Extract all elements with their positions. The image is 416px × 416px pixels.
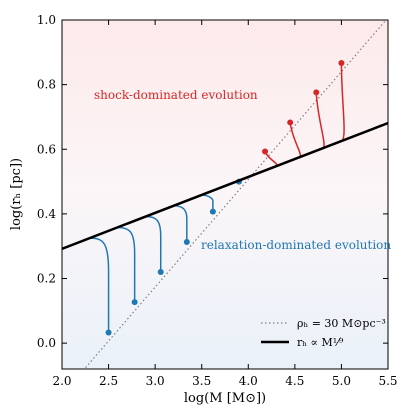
legend: ρₕ = 30 M⊙pc⁻³ rₕ ∝ M¹⁄⁹ (261, 317, 386, 349)
x-tick-label: 3.5 (192, 374, 211, 388)
y-tick-label: 0.0 (37, 336, 56, 350)
x-tick-label: 5.5 (378, 374, 397, 388)
y-axis-label: log(rₕ [pc]) (9, 158, 24, 230)
shock-end-point (338, 59, 345, 66)
relaxation-track (89, 237, 110, 333)
y-tick-label: 0.4 (37, 207, 56, 221)
x-tick-label: 4.5 (285, 374, 304, 388)
shock-end-point (262, 148, 269, 155)
legend-label-scaling: rₕ ∝ M¹⁄⁹ (297, 336, 344, 349)
y-tick-label: 1.0 (37, 13, 56, 27)
data-layer (62, 20, 388, 369)
plot-frame (61, 19, 389, 370)
x-tick-label: 4.0 (239, 374, 258, 388)
relaxation-end-point (183, 239, 190, 246)
x-tick-label: 2.5 (99, 374, 118, 388)
x-tick-label: 3.0 (146, 374, 165, 388)
x-axis-label: log(M [M⊙]) (184, 391, 266, 406)
relaxation-end-point (105, 329, 112, 336)
relaxation-end-point (131, 299, 138, 306)
plot-background (62, 20, 388, 369)
scaling-line (62, 121, 388, 250)
density-line (83, 20, 387, 369)
relaxation-track (145, 215, 162, 273)
x-tick-label: 5.0 (332, 374, 351, 388)
legend-label-density: ρₕ = 30 M⊙pc⁻³ (297, 317, 386, 330)
y-tick-label: 0.6 (37, 142, 56, 156)
y-tick-label: 0.2 (37, 272, 56, 286)
annotation-relaxation: relaxation-dominated evolution (201, 238, 391, 252)
x-tick-label: 2.0 (52, 374, 71, 388)
relaxation-end-point (157, 269, 164, 276)
relaxation-track (117, 226, 136, 303)
shock-end-point (313, 89, 320, 96)
annotation-shock: shock-dominated evolution (94, 88, 258, 102)
shock-end-point (287, 119, 294, 126)
y-tick-label: 0.8 (37, 78, 56, 92)
relaxation-end-point (209, 208, 216, 215)
ticks-layer: 2.0 2.5 3.0 3.5 4.0 4.5 5.0 5.5 0.0 0.2 0.4 0.6 0.8 1… (37, 13, 398, 388)
